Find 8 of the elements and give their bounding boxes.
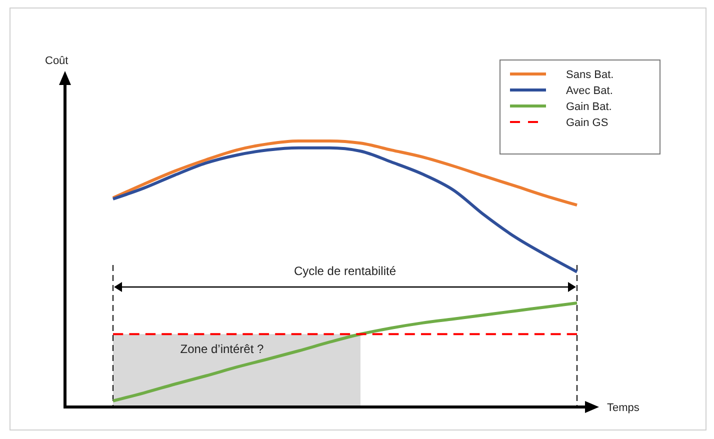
legend-label: Gain Bat. — [566, 101, 612, 113]
legend-label: Gain GS — [566, 117, 608, 129]
annotation: Cycle de rentabilité — [294, 264, 396, 278]
text: Coût — [45, 55, 68, 67]
legend-label: Avec Bat. — [566, 85, 613, 97]
legend-label: Sans Bat. — [566, 69, 614, 81]
x-axis-title: Temps — [607, 402, 640, 414]
annotation: Zone d’intérêt ? — [180, 342, 264, 356]
